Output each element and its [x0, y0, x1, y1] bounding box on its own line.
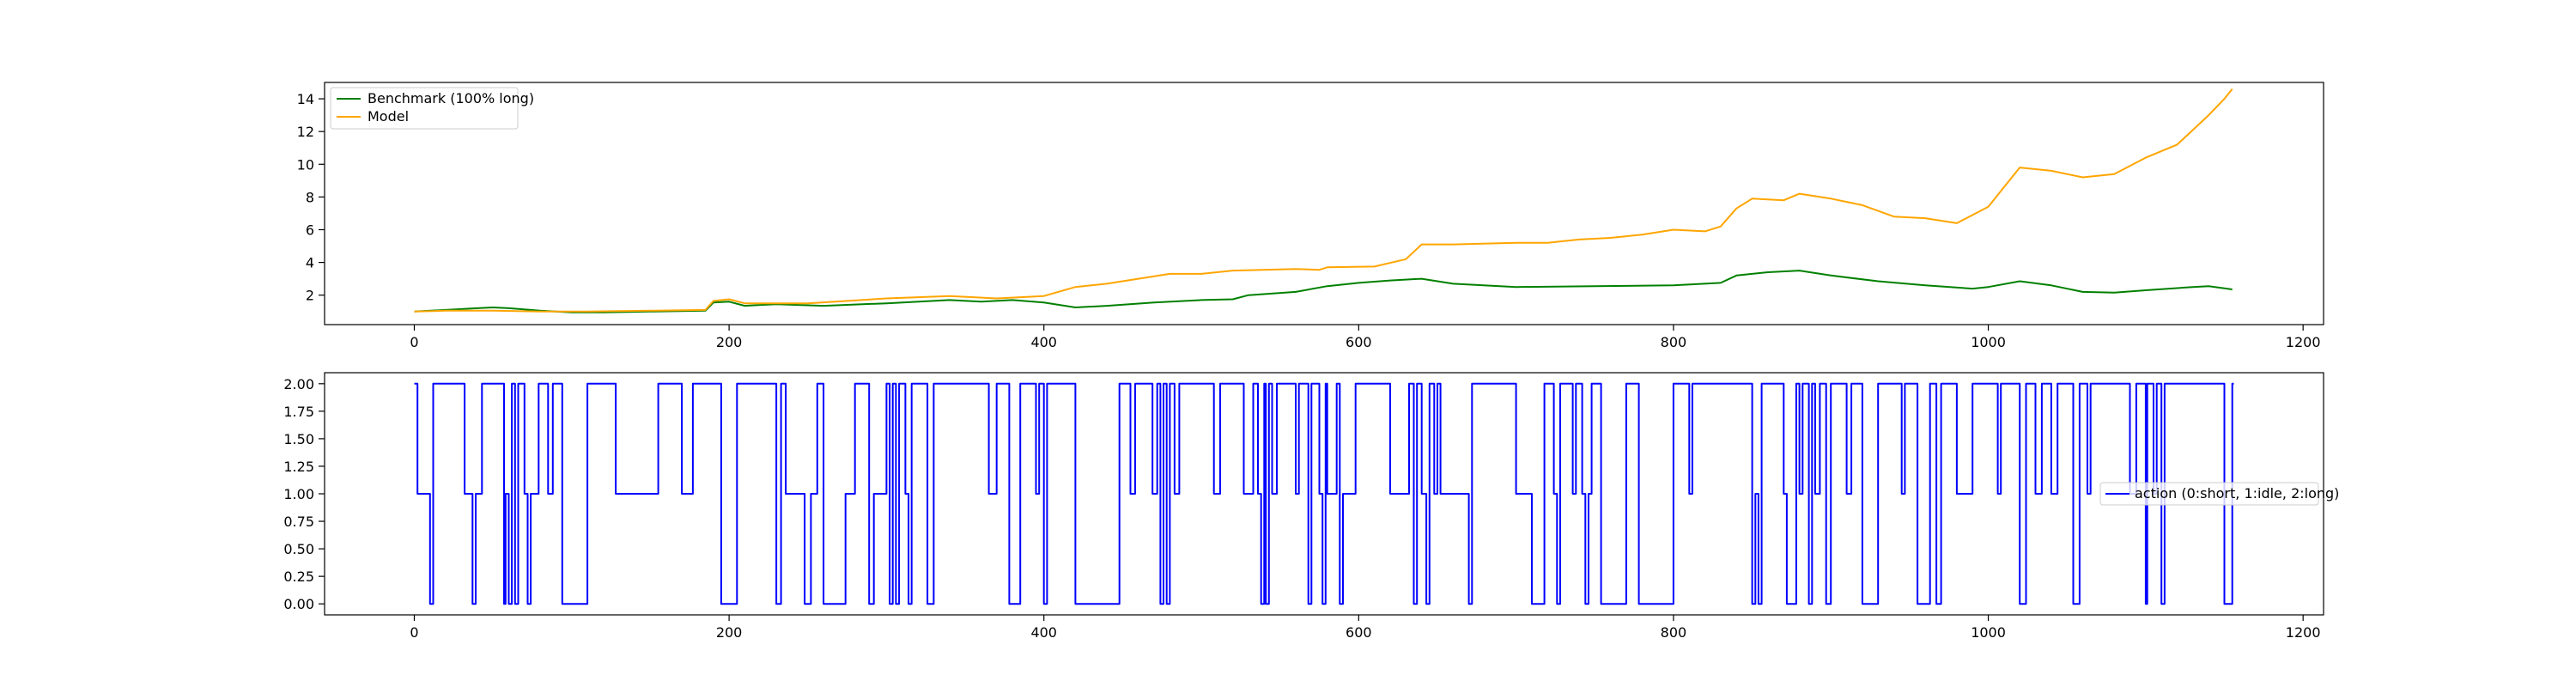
x-tick-label: 1000 [1971, 334, 2006, 350]
y-tick-label: 8 [306, 189, 314, 205]
x-tick-label: 200 [716, 334, 743, 350]
x-tick-label: 0 [410, 334, 418, 350]
x-tick-label: 400 [1030, 334, 1057, 350]
y-ticks: 0.00 0.25 0.50 0.75 1.00 1.25 1.50 1.75 2.00 [283, 376, 325, 612]
y-tick-label: 4 [306, 255, 314, 271]
x-tick-label: 200 [716, 624, 743, 641]
y-ticks: 2 4 6 8 10 12 14 [297, 91, 325, 304]
series-line-0 [414, 382, 2234, 605]
action-plot: 0 200 400 600 800 1000 1200 0.00 0.25 0.50 0.75 1.… [283, 372, 2339, 641]
y-tick-label: 2 [306, 288, 314, 304]
x-tick-label: 1000 [1971, 624, 2006, 641]
y-tick-label: 10 [297, 156, 314, 173]
legend-frame [2099, 482, 2319, 506]
y-tick-label: 0.50 [283, 541, 314, 557]
x-tick-label: 600 [1346, 624, 1372, 641]
series-lines [414, 382, 2234, 605]
legend-label-model: Model [368, 108, 409, 125]
x-tick-label: 0 [410, 624, 418, 641]
y-tick-label: 1.25 [283, 459, 314, 475]
y-tick-label: 2.00 [283, 376, 314, 392]
plot-area-frame [324, 82, 2324, 325]
y-tick-label: 0.75 [283, 514, 314, 530]
y-tick-label: 0.00 [283, 596, 314, 612]
x-tick-label: 400 [1030, 624, 1057, 641]
x-ticks: 0 200 400 600 800 1000 1200 [410, 325, 2321, 350]
series-line-1 [414, 88, 2233, 313]
x-tick-label: 1200 [2286, 624, 2321, 641]
y-tick-label: 6 [306, 222, 314, 238]
legend: action (0:short, 1:idle, 2:long) [2099, 482, 2339, 506]
series-lines [414, 88, 2233, 313]
legend-label-action: action (0:short, 1:idle, 2:long) [2135, 485, 2339, 502]
y-tick-label: 1.50 [283, 431, 314, 447]
x-tick-label: 800 [1661, 334, 1687, 350]
legend-label-benchmark: Benchmark (100% long) [368, 90, 534, 106]
y-tick-label: 1.75 [283, 404, 314, 420]
legend: Benchmark (100% long) Model [330, 87, 534, 130]
x-ticks: 0 200 400 600 800 1000 1200 [410, 615, 2321, 641]
y-tick-label: 14 [297, 91, 314, 107]
y-tick-label: 12 [297, 124, 314, 140]
y-tick-label: 0.25 [283, 568, 314, 585]
x-tick-label: 1200 [2286, 334, 2321, 350]
benchmark-vs-model-plot: 0 200 400 600 800 1000 1200 2 4 6 8 10 12 14 Benchma… [297, 82, 2324, 350]
x-tick-label: 800 [1661, 624, 1687, 641]
y-tick-label: 1.00 [283, 486, 314, 502]
x-tick-label: 600 [1346, 334, 1372, 350]
legend-frame [330, 87, 519, 130]
